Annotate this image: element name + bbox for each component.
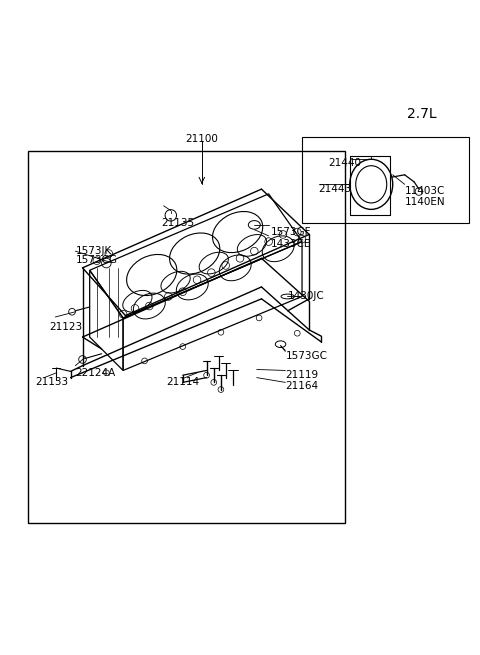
Text: 2.7L: 2.7L: [407, 107, 436, 121]
Bar: [28, 151, 345, 523]
Text: 21164: 21164: [285, 381, 318, 391]
Text: 21133: 21133: [35, 377, 68, 387]
Text: 21135: 21135: [161, 217, 194, 227]
Text: 21440: 21440: [328, 158, 361, 168]
Text: 1433CE: 1433CE: [271, 238, 312, 248]
Text: 21114: 21114: [166, 377, 199, 387]
Bar: [302, 137, 469, 223]
Text: 1573GF: 1573GF: [271, 227, 312, 237]
Text: 1140EN: 1140EN: [405, 197, 445, 208]
Text: 1573GC: 1573GC: [285, 351, 327, 361]
Text: 22124A: 22124A: [75, 368, 116, 378]
Text: 1573JK: 1573JK: [75, 246, 112, 256]
Text: 21443: 21443: [319, 184, 352, 194]
Text: 11403C: 11403C: [405, 187, 445, 196]
Text: 21119: 21119: [285, 370, 318, 380]
Text: 1430JC: 1430JC: [288, 291, 324, 301]
Text: 21100: 21100: [185, 134, 218, 144]
Text: 1573CG: 1573CG: [75, 255, 117, 265]
Text: 21123: 21123: [49, 322, 82, 333]
